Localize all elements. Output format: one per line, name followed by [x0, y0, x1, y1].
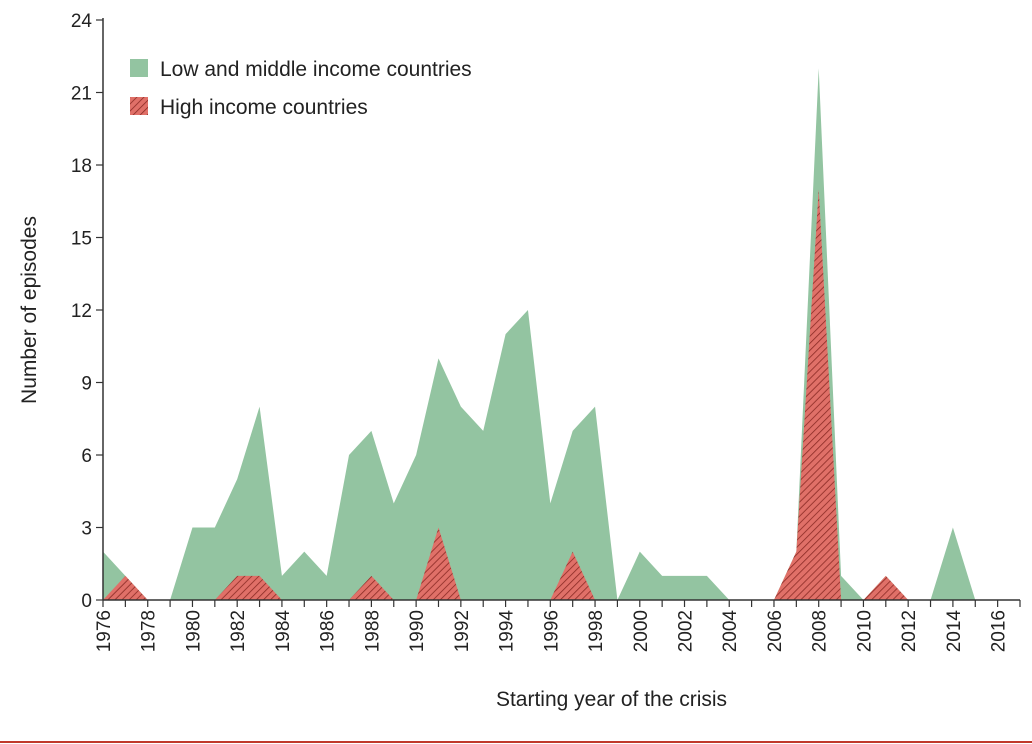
- y-tick-label: 6: [81, 446, 92, 467]
- x-tick-label: 1992: [452, 610, 473, 652]
- y-tick-label: 3: [81, 519, 92, 540]
- y-tick-label: 21: [71, 84, 92, 105]
- x-axis-ticks: 1976 1978 1980 1982 1984 1986 1988 1990 1992 1994…: [94, 600, 1021, 653]
- axes: [102, 18, 1020, 601]
- x-tick-label: 1982: [228, 610, 249, 652]
- x-tick-label: 2014: [944, 610, 965, 653]
- x-tick-label: 1988: [362, 610, 383, 652]
- x-tick-label: 1994: [497, 610, 518, 653]
- y-tick-label: 0: [81, 591, 92, 612]
- y-tick-label: 9: [81, 374, 92, 395]
- y-tick-label: 15: [71, 229, 92, 250]
- x-tick-label: 1998: [586, 610, 607, 652]
- y-tick-label: 12: [71, 301, 92, 322]
- plot-area: [103, 68, 998, 601]
- x-tick-label: 2016: [989, 610, 1010, 652]
- x-tick-label: 2000: [631, 610, 652, 652]
- x-tick-label: 1980: [183, 610, 204, 652]
- area-low-and-middle-income-countries: [103, 68, 998, 601]
- legend-swatch-low-middle-income: [130, 59, 148, 77]
- y-axis-title: Number of episodes: [18, 216, 41, 404]
- x-tick-label: 2008: [810, 610, 831, 652]
- x-tick-label: 1990: [407, 610, 428, 652]
- x-axis-title: Starting year of the crisis: [496, 688, 727, 711]
- x-tick-label: 2002: [676, 610, 697, 652]
- x-tick-label: 1986: [318, 610, 339, 652]
- legend-label-high-income: High income countries: [160, 96, 368, 119]
- x-tick-label: 2006: [765, 610, 786, 652]
- legend-label-low-middle-income: Low and middle income countries: [160, 58, 472, 81]
- x-tick-label: 1984: [273, 610, 294, 653]
- x-tick-label: 1978: [139, 610, 160, 652]
- x-tick-label: 1976: [94, 610, 115, 652]
- y-tick-label: 18: [71, 156, 92, 177]
- x-tick-label: 1996: [541, 610, 562, 652]
- area-high-income-countries: [103, 189, 998, 600]
- x-tick-label: 2004: [720, 610, 741, 653]
- legend: Low and middle income countries High inc…: [130, 58, 472, 119]
- legend-swatch-high-income: [130, 97, 148, 115]
- y-axis-ticks: 0 3 6 9 12 15 18 21 24: [71, 11, 103, 612]
- y-tick-label: 24: [71, 11, 93, 32]
- x-tick-label: 2010: [854, 610, 875, 652]
- x-tick-label: 2012: [899, 610, 920, 652]
